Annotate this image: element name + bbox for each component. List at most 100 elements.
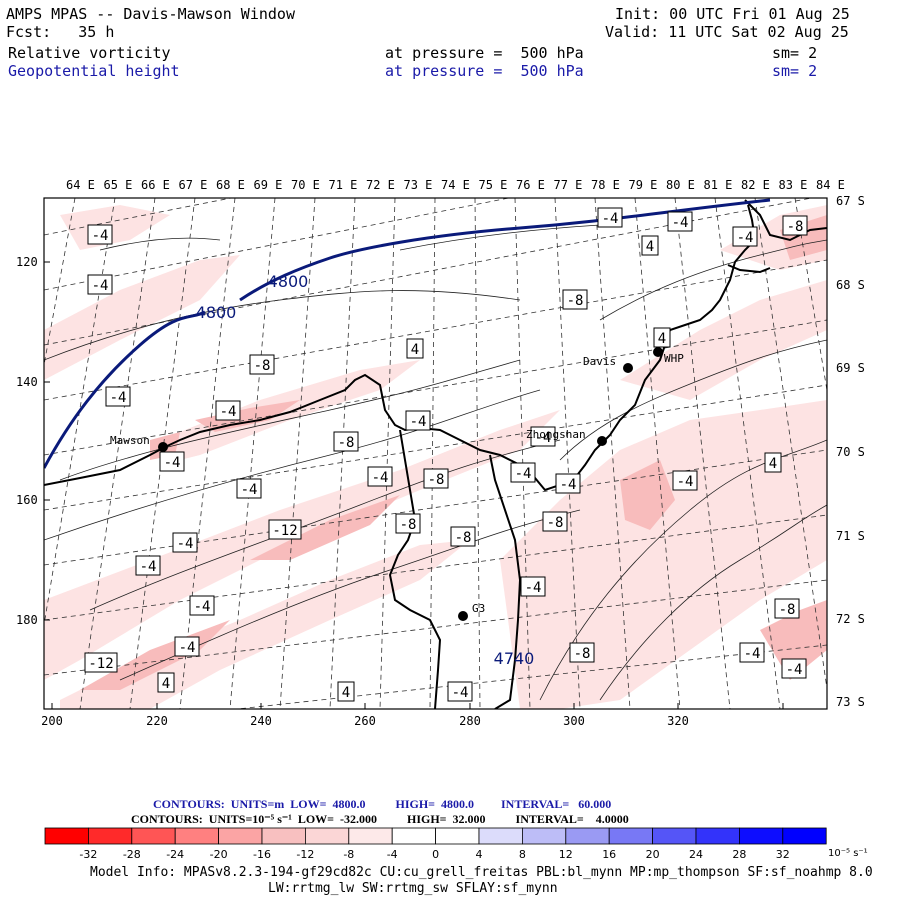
y-tick-label: 140	[16, 375, 38, 389]
vorticity-label-box	[406, 338, 424, 359]
vorticity-label: 4	[769, 456, 777, 472]
vorticity-label-box	[249, 354, 275, 375]
vorticity-label: -4	[241, 482, 258, 498]
vorticity-label: -4	[220, 404, 237, 420]
vorticity-label: 4	[342, 685, 350, 701]
height-contours	[44, 198, 771, 469]
vorticity-label-box	[215, 400, 241, 421]
x-tick-label: 280	[459, 714, 481, 728]
station-label: Davis	[583, 355, 616, 368]
colorbar-label: 0	[432, 848, 439, 861]
field2-smoothing: sm= 2	[772, 62, 818, 80]
vorticity-label-box	[782, 215, 808, 236]
colorbar-label: -4	[387, 848, 398, 861]
vorticity-label-box	[447, 681, 473, 702]
longitude-label: 69 E	[254, 178, 283, 192]
vorticity-label-box	[395, 513, 421, 534]
x-tick-label: 260	[354, 714, 376, 728]
y-tick-label: 120	[16, 255, 38, 269]
vorticity-label-box	[367, 466, 393, 487]
vorticity-label-box	[423, 468, 449, 489]
vorticity-label-box	[672, 470, 698, 491]
colorbar-label: -16	[253, 848, 271, 861]
x-tick-label: 240	[250, 714, 272, 728]
x-tick-label: 220	[146, 714, 168, 728]
colorbar-box	[782, 827, 827, 845]
longitude-label: 77 E	[554, 178, 583, 192]
vorticity-label-box	[653, 327, 671, 348]
axis-ticks	[44, 261, 784, 709]
vorticity-label: -4	[177, 536, 194, 552]
vorticity-label-box	[562, 289, 588, 310]
longitude-label: 68 E	[216, 178, 245, 192]
vorticity-label-box	[268, 519, 302, 540]
colorbar-box	[261, 827, 306, 845]
latitude-label: 67 S	[836, 194, 865, 208]
vorticity-label-box	[774, 598, 800, 619]
latitude-label: 70 S	[836, 445, 865, 459]
longitude-label: 72 E	[366, 178, 395, 192]
colorbar-box	[304, 827, 350, 845]
station-label: G3	[472, 602, 485, 615]
station-markers	[158, 347, 663, 621]
height-contour-label: 4740	[494, 649, 535, 668]
longitude-label: 81 E	[704, 178, 733, 192]
station-davis-marker	[623, 363, 633, 373]
colorbar-box	[695, 827, 740, 845]
latitude-label: 68 S	[836, 278, 865, 292]
field2-name: Geopotential height	[8, 62, 180, 80]
vorticity-label-box	[159, 451, 185, 472]
vorticity-label: -12	[272, 523, 297, 539]
vorticity-label-box	[569, 642, 595, 663]
vorticity-label: -4	[535, 430, 552, 446]
latitude-label: 72 S	[836, 612, 865, 626]
colorbar-box	[174, 827, 219, 845]
vorticity-label-box	[135, 555, 161, 576]
field2-level: at pressure = 500 hPa	[385, 62, 584, 80]
vorticity-label: -4	[525, 580, 542, 596]
longitude-label: 64 E	[66, 178, 95, 192]
colorbar-box	[391, 827, 437, 845]
vorticity-label-box	[172, 532, 198, 553]
vorticity-label-box	[542, 511, 568, 532]
longitude-label: 79 E	[629, 178, 658, 192]
colorbar-box	[218, 827, 263, 845]
vorticity-label: -4	[92, 278, 109, 294]
vorticity-label: -8	[338, 435, 355, 451]
longitude-label: 80 E	[666, 178, 695, 192]
colorbar-box	[478, 827, 523, 845]
vorticity-label: -4	[677, 474, 694, 490]
colorbar-label: 8	[519, 848, 526, 861]
longitude-label: 65 E	[104, 178, 133, 192]
station-mawson-marker	[158, 442, 168, 452]
colorbar-box	[131, 827, 176, 845]
vorticity-label: -4	[164, 455, 181, 471]
vorticity-contour-info: CONTOURS: UNITS=10⁻⁵ s⁻¹ LOW= -32.000 HI…	[131, 812, 629, 826]
vorticity-contours	[44, 224, 827, 701]
station-g3-marker	[458, 611, 468, 621]
colorbar-label: -8	[343, 848, 354, 861]
vorticity-label: -4	[737, 230, 754, 246]
vorticity-label: -8	[455, 530, 472, 546]
longitude-label: 66 E	[141, 178, 170, 192]
vorticity-label: -8	[779, 602, 796, 618]
vorticity-label-box	[510, 462, 536, 483]
vorticity-label-box	[450, 526, 476, 547]
station-labels: Mawson Davis WHP Zhongshan G3	[110, 352, 684, 615]
vorticity-label-box	[333, 431, 359, 452]
colorbar-box	[44, 827, 89, 845]
longitude-label: 71 E	[329, 178, 358, 192]
vorticity-label: -8	[574, 646, 591, 662]
longitude-label: 74 E	[441, 178, 470, 192]
colorbar-box	[522, 827, 567, 845]
model-info: Model Info: MPASv8.2.3-194-gf29cd82c CU:…	[90, 865, 873, 880]
vorticity-label: -4	[410, 414, 427, 430]
y-tick-label: 180	[16, 613, 38, 627]
vorticity-label-box	[520, 576, 546, 597]
model-physics: LW:rrtmg_lw SW:rrtmg_sw SFLAY:sf_mynn	[268, 881, 558, 896]
colorbar-box	[608, 827, 654, 845]
vorticity-label-box	[732, 226, 758, 247]
valid-time: Valid: 11 UTC Sat 02 Aug 25	[605, 23, 849, 41]
vorticity-label: -4	[602, 211, 619, 227]
